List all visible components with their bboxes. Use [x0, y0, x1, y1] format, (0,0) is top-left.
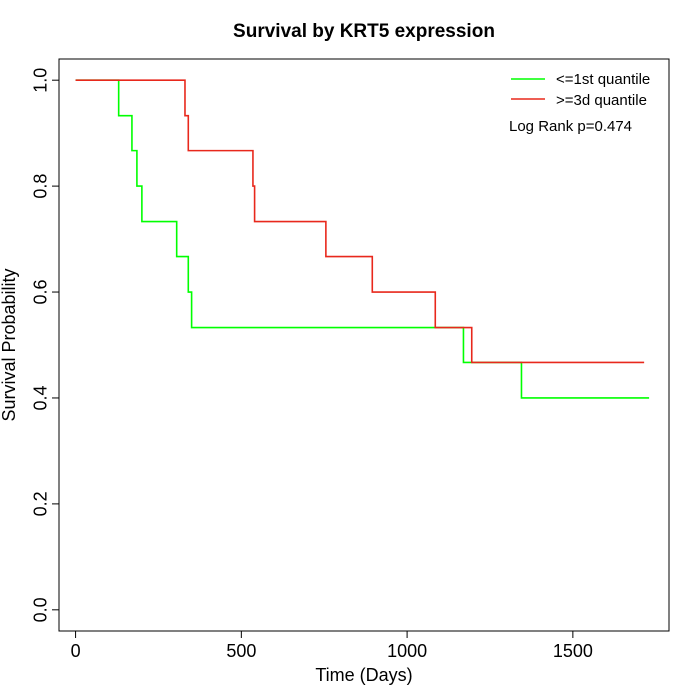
- y-tick-label: 0.6: [31, 280, 51, 305]
- chart-title: Survival by KRT5 expression: [233, 21, 495, 42]
- legend-label-low: <=1st quantile: [556, 71, 650, 88]
- y-tick-label: 0.2: [31, 491, 51, 516]
- y-axis: 0.0 0.2 0.4 0.6 0.8 1.0: [31, 68, 60, 622]
- x-tick-label: 500: [226, 641, 256, 661]
- plot-frame: [58, 58, 670, 632]
- x-axis-label: Time (Days): [315, 665, 412, 685]
- y-tick-label: 0.4: [31, 385, 51, 410]
- y-tick-label: 1.0: [31, 68, 51, 93]
- survival-curve-high: [75, 79, 645, 364]
- x-tick-label: 0: [71, 641, 81, 661]
- series-layer: [75, 79, 650, 399]
- x-tick-label: 1500: [553, 641, 593, 661]
- y-tick-label: 0.8: [31, 174, 51, 199]
- x-tick-label: 1000: [387, 641, 427, 661]
- y-axis-label: Survival Probability: [0, 268, 19, 421]
- log-rank-annotation: Log Rank p=0.474: [509, 118, 632, 135]
- survival-curve-low: [75, 79, 650, 399]
- legend: <=1st quantile >=3d quantile Log Rank p=…: [509, 71, 650, 135]
- legend-label-high: >=3d quantile: [556, 92, 647, 109]
- y-tick-label: 0.0: [31, 597, 51, 622]
- x-axis: 0 500 1000 1500: [71, 630, 593, 661]
